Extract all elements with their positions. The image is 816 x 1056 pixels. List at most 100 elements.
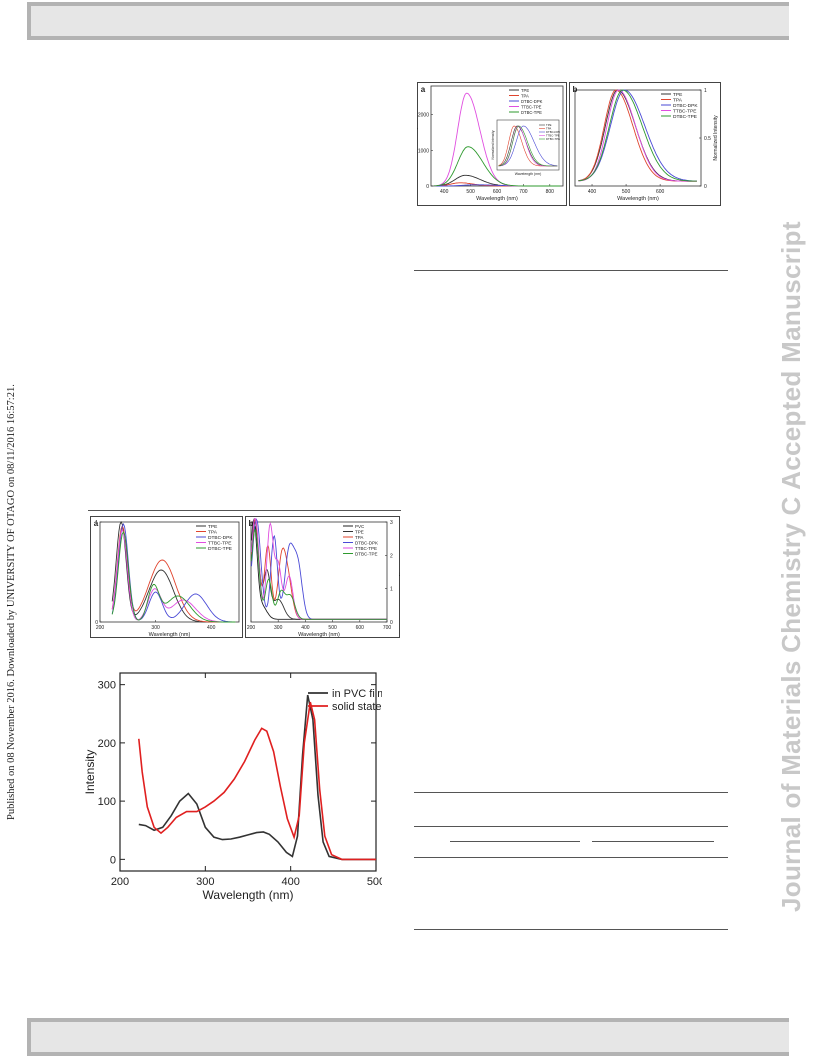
legend-label: TPE: [673, 92, 682, 98]
x-tick-label: 400: [281, 876, 299, 888]
x-tick-label: 200: [111, 876, 129, 888]
y-tick-label: 0: [704, 184, 707, 190]
table-subheader-rule-right: [592, 841, 714, 842]
x-tick-label: 500: [622, 189, 631, 195]
legend-label: DTBC-DPK: [521, 99, 543, 104]
series-line: [433, 146, 561, 187]
x-tick-label: 600: [656, 189, 665, 195]
legend-label: TPE: [208, 524, 217, 530]
x-tick-label: 300: [151, 625, 160, 631]
x-axis-label: Wavelength (nm): [617, 196, 659, 202]
x-tick-label: 700: [519, 189, 528, 195]
x-axis-label: Wavelength (nm): [476, 196, 518, 202]
y-tick-label: 0: [426, 184, 429, 190]
inset-legend-label: TPA: [546, 127, 551, 131]
legend-label: DTBC-DPK: [673, 103, 698, 109]
inset-x-label: Wavelength (nm): [515, 172, 542, 176]
panel-label: a: [94, 519, 99, 528]
series-line: [138, 701, 376, 861]
plot-area: [99, 521, 240, 623]
header-bar: [27, 2, 789, 40]
legend-label: TPA: [521, 93, 529, 98]
x-tick-label: 400: [588, 189, 597, 195]
legend-label: DTBC-DPK: [208, 535, 233, 541]
y-tick-label: 300: [98, 680, 116, 692]
footer-bar: [27, 1018, 789, 1056]
y-tick-label: 1: [95, 520, 98, 526]
legend-label: in PVC film: [332, 688, 382, 700]
series-line: [111, 529, 236, 623]
inset-legend-label: DTBC-TPE: [546, 137, 560, 141]
x-tick-label: 800: [546, 189, 555, 195]
legend-label: TPE: [355, 529, 364, 534]
x-tick-label: 500: [466, 189, 475, 195]
legend-label: TTBC-TPE: [673, 108, 696, 114]
x-axis-label: Wavelength (nm): [298, 632, 340, 638]
y-axis-label: Intensity: [83, 750, 97, 795]
plot-area: [119, 672, 377, 872]
y-axis-label: Abs.: [399, 567, 400, 577]
y-tick-label: 200: [98, 738, 116, 750]
table-rule-top: [414, 792, 728, 793]
panel-label: b: [249, 519, 254, 528]
x-tick-label: 700: [383, 625, 392, 631]
figure-caption-rule-top: [414, 270, 728, 271]
inset-y-label: Normalized Intensity: [491, 130, 495, 159]
panel-label: b: [573, 85, 578, 94]
legend-label: TTBC-TPE: [521, 104, 542, 109]
legend-label: TTBC-TPE: [355, 546, 377, 551]
y-axis-label: Normalized Intensity: [713, 115, 719, 161]
legend-label: DTBC-TPE: [355, 551, 378, 556]
y-tick-label: 3: [390, 520, 393, 526]
y-tick-label: 1: [390, 587, 393, 593]
y-tick-label: 0: [110, 854, 116, 866]
legend-label: DTBC-TPE: [673, 114, 697, 120]
table-rule-bottom: [414, 929, 728, 930]
y-tick-label: 1: [704, 88, 707, 94]
y-tick-label: 100: [98, 796, 116, 808]
y-tick-label: 0.5: [704, 136, 711, 142]
inset-legend-label: TPE: [546, 123, 552, 127]
series-line: [578, 89, 697, 182]
panel-label: a: [421, 85, 426, 94]
inset-legend-label: TTBC-TPE: [546, 134, 560, 138]
figure-emission-panel-a: 400 500 600 700 800 0 1000 2000 Wavelength (nm) I…: [417, 82, 567, 206]
legend-label: DTBC-DPK: [355, 540, 378, 545]
y-tick-label: 0: [95, 620, 98, 626]
watermark-text: Journal of Materials Chemistry C Accepte…: [776, 221, 806, 912]
series-line: [111, 531, 236, 623]
series-line: [578, 89, 697, 182]
y-tick-label: 1000: [418, 148, 429, 154]
x-tick-label: 600: [493, 189, 502, 195]
x-tick-label: 300: [274, 625, 283, 631]
x-tick-label: 300: [196, 876, 214, 888]
x-axis-label: Wavelength (nm): [203, 888, 294, 902]
x-tick-label: 400: [207, 625, 216, 631]
table-rule-header-bottom: [414, 857, 728, 858]
inset-frame: [496, 119, 560, 171]
y-tick-label: 2: [390, 553, 393, 559]
x-tick-label: 600: [356, 625, 365, 631]
figure-top-rule-mid: [88, 510, 401, 511]
figure-excitation-spectrum: 2003004005000100200300Wavelength (nm)Int…: [83, 672, 382, 902]
table-subheader-rule-left: [450, 841, 580, 842]
legend-label: TPE: [521, 88, 529, 93]
y-tick-label: 0: [390, 620, 393, 626]
x-tick-label: 400: [301, 625, 310, 631]
x-tick-label: 500: [367, 876, 382, 888]
legend-label: DTBC-TPE: [208, 546, 232, 552]
series-line: [251, 528, 387, 620]
x-tick-label: 200: [247, 625, 256, 631]
inset-legend-label: DTBC-DPK: [546, 130, 560, 134]
side-note-text: Published on 08 November 2016. Downloade…: [6, 384, 17, 820]
x-axis-label: Wavelength (nm): [149, 632, 191, 638]
legend-label: PVC: [355, 524, 365, 529]
legend-label: DTBC-TPE: [521, 110, 542, 115]
legend-label: TPA: [355, 535, 363, 540]
x-tick-label: 500: [328, 625, 337, 631]
x-tick-label: 400: [440, 189, 449, 195]
plot-area: [250, 521, 388, 623]
legend-label: TTBC-TPE: [208, 540, 231, 546]
table-rule-header-top: [414, 826, 728, 827]
